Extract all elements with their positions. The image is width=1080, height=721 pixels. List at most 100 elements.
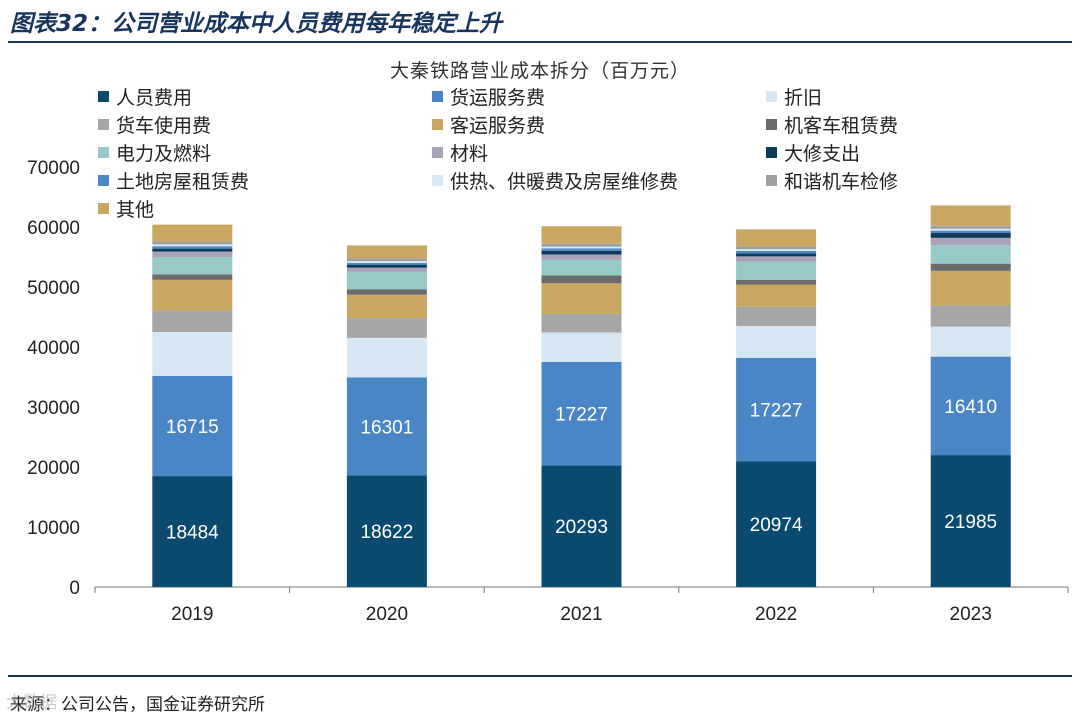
legend-label: 货运服务费 xyxy=(450,87,545,109)
bar-segment xyxy=(736,284,817,307)
legend-label: 其他 xyxy=(116,199,154,221)
legend-swatch xyxy=(98,147,109,158)
bar-segment xyxy=(736,357,817,462)
bar-segment xyxy=(346,262,427,265)
bar-segment xyxy=(346,377,427,476)
bar-segment xyxy=(736,253,817,257)
bar-segment xyxy=(541,248,622,251)
bar-segment xyxy=(541,246,622,249)
bar-segment xyxy=(346,258,427,262)
bar-segment xyxy=(930,225,1011,229)
bar-segment xyxy=(930,356,1011,456)
y-tick-label: 0 xyxy=(69,578,80,599)
legend-swatch xyxy=(432,119,443,130)
bar-segment xyxy=(152,244,233,247)
bar-segment xyxy=(152,257,233,275)
legend-label: 客运服务费 xyxy=(450,115,545,137)
bar-segment xyxy=(930,233,1011,238)
legend-swatch xyxy=(766,147,777,158)
y-tick-label: 50000 xyxy=(27,278,80,299)
legend-label: 土地房屋租赁费 xyxy=(116,171,249,193)
bar-segment xyxy=(930,270,1011,306)
bar-segment xyxy=(346,245,427,259)
bar-segment xyxy=(930,228,1011,231)
data-label: 20293 xyxy=(555,517,608,538)
bar-segment xyxy=(541,259,622,276)
legend-swatch xyxy=(766,119,777,130)
bar-segment xyxy=(541,243,622,247)
watermark-text: 大数据 xyxy=(6,693,57,713)
bar-segment xyxy=(736,250,817,254)
data-label: 21985 xyxy=(944,512,997,533)
data-label: 17227 xyxy=(750,400,803,421)
data-label: 18622 xyxy=(360,522,413,543)
bar-segment xyxy=(930,245,1011,264)
y-tick-label: 20000 xyxy=(27,458,80,479)
bar-segment xyxy=(152,251,233,258)
x-tick-label: 2021 xyxy=(560,604,602,625)
report-title: 图表32：公司营业成本中人员费用每年稳定上升 xyxy=(10,11,503,37)
data-label: 16301 xyxy=(360,417,413,438)
bar-segment xyxy=(346,261,427,263)
legend-swatch xyxy=(432,147,443,158)
bar-segment xyxy=(736,229,817,247)
bar-segment xyxy=(541,465,622,587)
bar-segment xyxy=(346,271,427,290)
y-tick-label: 70000 xyxy=(27,158,80,179)
data-label: 20974 xyxy=(750,515,803,536)
legend-label: 机客车租赁费 xyxy=(784,115,898,137)
bar-segment xyxy=(152,246,233,249)
bar-segment xyxy=(346,264,427,268)
legend-swatch xyxy=(432,175,443,186)
bar-segment xyxy=(152,279,233,311)
bar-segment xyxy=(346,475,427,587)
y-tick-label: 10000 xyxy=(27,518,80,539)
legend-swatch xyxy=(432,91,443,102)
bar-segment xyxy=(736,249,817,251)
bar-segment xyxy=(541,250,622,255)
legend-swatch xyxy=(98,119,109,130)
bar-segment xyxy=(930,326,1011,357)
bar-segment xyxy=(541,275,622,284)
legend-swatch xyxy=(98,175,109,186)
bar-segment xyxy=(541,332,622,362)
legend-swatch xyxy=(766,175,777,186)
bar-segment xyxy=(541,226,622,244)
legend-label: 货车使用费 xyxy=(116,115,211,137)
bar-segment xyxy=(346,289,427,295)
y-tick-label: 40000 xyxy=(27,338,80,359)
bar-segment xyxy=(736,306,817,326)
bar-segment xyxy=(736,325,817,358)
bar-segment xyxy=(930,205,1011,226)
data-label: 17227 xyxy=(555,405,608,426)
bar-segment xyxy=(152,332,233,376)
bar-segment xyxy=(346,337,427,378)
bar-segment xyxy=(346,267,427,272)
bar-segment xyxy=(541,283,622,314)
legend-swatch xyxy=(98,91,109,102)
bar-segment xyxy=(152,375,233,477)
legend-label: 和谐机车检修 xyxy=(784,171,898,193)
bar-segment xyxy=(930,305,1011,327)
bar-segment xyxy=(152,248,233,252)
legend-label: 折旧 xyxy=(784,87,822,109)
x-tick-label: 2023 xyxy=(950,604,992,625)
bottom-rule xyxy=(8,675,1072,677)
legend-swatch xyxy=(98,203,109,214)
chart-title: 大秦铁路营业成本拆分（百万元） xyxy=(389,60,690,82)
bar-segment xyxy=(736,261,817,280)
legend-swatch xyxy=(766,91,777,102)
top-rule xyxy=(8,41,1072,43)
bar-segment xyxy=(736,256,817,262)
y-tick-label: 30000 xyxy=(27,398,80,419)
data-label: 16715 xyxy=(166,417,219,438)
x-tick-label: 2019 xyxy=(171,604,213,625)
bar-segment xyxy=(152,476,233,587)
data-label: 18484 xyxy=(166,523,219,544)
bar-segment xyxy=(152,274,233,280)
bar-segment xyxy=(152,310,233,333)
x-tick-label: 2022 xyxy=(755,604,797,625)
legend-label: 人员费用 xyxy=(116,87,192,109)
legend-label: 电力及燃料 xyxy=(116,143,211,165)
